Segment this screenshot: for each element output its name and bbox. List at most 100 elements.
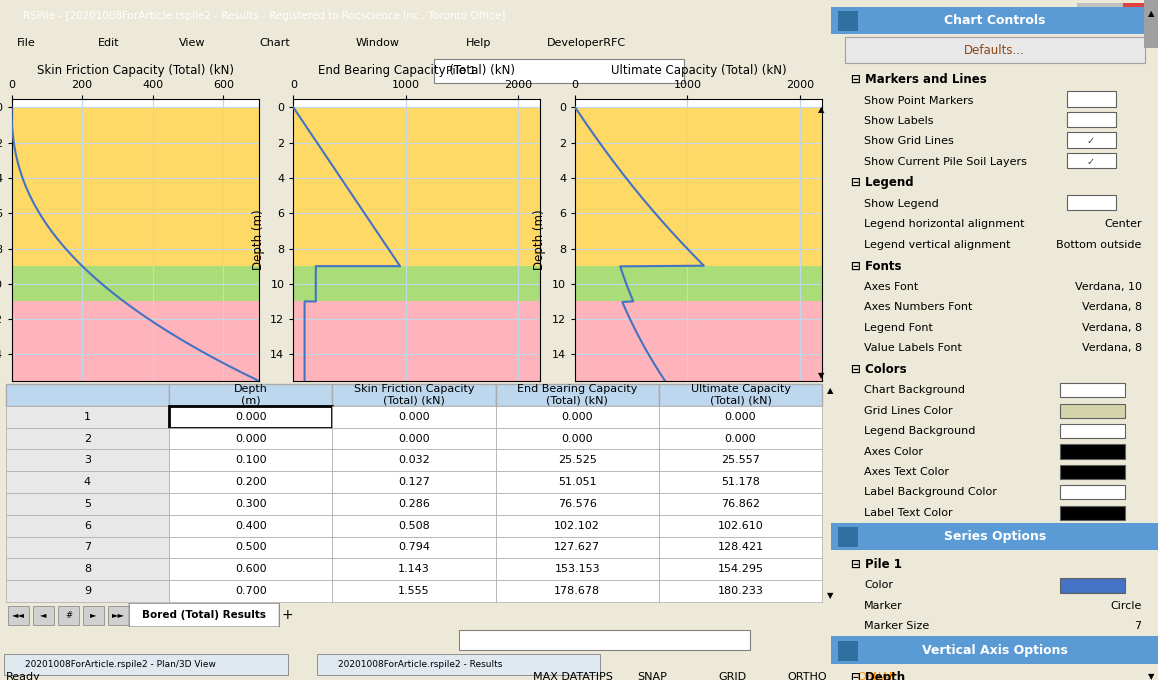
Text: GRID: GRID: [718, 673, 746, 680]
Text: ▲: ▲: [1148, 9, 1155, 18]
Text: Chart Controls: Chart Controls: [944, 14, 1046, 27]
Bar: [1123, 3, 1146, 28]
Text: ⊟ Fonts: ⊟ Fonts: [851, 259, 902, 273]
Text: ✓: ✓: [1087, 137, 1095, 146]
Text: Chart: Chart: [259, 38, 290, 48]
Bar: [317, 654, 600, 675]
Bar: [838, 11, 858, 31]
Text: Marker: Marker: [864, 601, 903, 611]
Text: Show Current Pile Soil Layers: Show Current Pile Soil Layers: [864, 157, 1027, 167]
Bar: [58, 605, 79, 624]
Bar: [1100, 3, 1123, 28]
Bar: [34, 605, 54, 624]
Bar: [12, 266, 258, 301]
Text: Marker Size: Marker Size: [864, 622, 930, 631]
Text: Defaults...: Defaults...: [965, 44, 1025, 57]
Bar: [1067, 112, 1115, 127]
Text: Axes Color: Axes Color: [864, 447, 923, 456]
Text: ▼: ▼: [827, 591, 834, 600]
Bar: [1077, 3, 1100, 28]
Bar: [459, 630, 750, 650]
Bar: [1060, 486, 1126, 500]
Bar: [1067, 133, 1115, 148]
Text: Center: Center: [1104, 220, 1142, 229]
Text: Legend Background: Legend Background: [864, 426, 975, 436]
Bar: [1067, 92, 1115, 107]
Text: ▲: ▲: [827, 386, 834, 395]
Bar: [8, 605, 29, 624]
Text: Verdana, 10: Verdana, 10: [1075, 282, 1142, 292]
Bar: [293, 107, 541, 266]
Text: ✓: ✓: [1087, 157, 1095, 167]
Bar: [1067, 195, 1115, 210]
Bar: [12, 107, 258, 266]
Text: Help: Help: [466, 38, 491, 48]
Text: Axes Text Color: Axes Text Color: [864, 467, 950, 477]
Title: Skin Friction Capacity (Total) (kN): Skin Friction Capacity (Total) (kN): [37, 64, 234, 77]
Text: Ready: Ready: [6, 673, 41, 680]
Text: File: File: [16, 38, 36, 48]
Text: Verdana, 8: Verdana, 8: [1082, 323, 1142, 333]
Y-axis label: Depth (m): Depth (m): [534, 209, 547, 270]
Bar: [831, 7, 1158, 34]
Text: SNAP: SNAP: [637, 673, 667, 680]
Bar: [838, 527, 858, 547]
Text: Verdana, 8: Verdana, 8: [1082, 343, 1142, 353]
Text: 20201008ForArticle.rspile2 - Plan/3D View: 20201008ForArticle.rspile2 - Plan/3D Vie…: [25, 660, 215, 669]
Bar: [576, 266, 822, 301]
Text: Value Labels Font: Value Labels Font: [864, 343, 962, 353]
Bar: [1060, 404, 1126, 418]
Bar: [1060, 384, 1126, 398]
Text: ►: ►: [90, 611, 96, 619]
Bar: [109, 605, 130, 624]
Bar: [1060, 445, 1126, 459]
Text: Legend vertical alignment: Legend vertical alignment: [864, 240, 1011, 250]
Bar: [831, 636, 1158, 664]
Text: ⊟ Pile 1: ⊟ Pile 1: [851, 558, 902, 571]
Bar: [1067, 153, 1115, 168]
Bar: [83, 605, 104, 624]
Bar: [1060, 465, 1126, 479]
Text: Vertical Axis Options: Vertical Axis Options: [922, 643, 1068, 657]
Text: Grid Lines Color: Grid Lines Color: [864, 406, 953, 415]
Text: Circle: Circle: [1111, 601, 1142, 611]
Text: View: View: [178, 38, 205, 48]
Text: ⊟ Depth: ⊟ Depth: [851, 671, 906, 680]
Bar: [433, 60, 683, 83]
Text: Label Background Color: Label Background Color: [864, 488, 997, 497]
Text: Show Point Markers: Show Point Markers: [864, 96, 974, 105]
Text: Axes Font: Axes Font: [864, 282, 918, 292]
Bar: [5, 654, 287, 675]
Text: Axes Numbers Font: Axes Numbers Font: [864, 303, 973, 312]
Bar: [1060, 424, 1126, 439]
Text: Verdana, 8: Verdana, 8: [1082, 303, 1142, 312]
Text: ▲: ▲: [818, 105, 824, 114]
Text: ▼: ▼: [1148, 672, 1155, 680]
Bar: [576, 301, 822, 381]
FancyBboxPatch shape: [130, 603, 279, 627]
Text: Legend horizontal alignment: Legend horizontal alignment: [864, 220, 1025, 229]
Title: Ultimate Capacity (Total) (kN): Ultimate Capacity (Total) (kN): [611, 64, 786, 77]
Text: ORTHO: ORTHO: [787, 673, 827, 680]
Text: ▼: ▼: [818, 371, 824, 379]
Text: ⊟ Markers and Lines: ⊟ Markers and Lines: [851, 73, 987, 86]
Bar: [844, 37, 1145, 63]
Text: OSNAP: OSNAP: [857, 673, 895, 680]
Text: 7: 7: [1135, 622, 1142, 631]
Bar: [831, 523, 1158, 550]
Y-axis label: Depth (m): Depth (m): [251, 209, 265, 270]
Text: Series Options: Series Options: [944, 530, 1046, 543]
Text: Chart Background: Chart Background: [864, 386, 965, 395]
Text: Show Legend: Show Legend: [864, 199, 939, 209]
Text: #: #: [65, 611, 72, 619]
Title: End Bearing Capacity (Total) (kN): End Bearing Capacity (Total) (kN): [318, 64, 515, 77]
Bar: [293, 301, 541, 381]
Text: +: +: [281, 608, 293, 622]
Bar: [838, 641, 858, 661]
Text: DeveloperRFC: DeveloperRFC: [547, 38, 626, 48]
Text: ⊟ Colors: ⊟ Colors: [851, 362, 907, 376]
Text: Pile 1: Pile 1: [446, 67, 476, 76]
Text: RSPile - [20201008ForArticle.rspile2 - Results - Registered to Rocscience Inc., : RSPile - [20201008ForArticle.rspile2 - R…: [23, 11, 506, 20]
Bar: [1060, 579, 1126, 593]
Bar: [12, 301, 258, 381]
